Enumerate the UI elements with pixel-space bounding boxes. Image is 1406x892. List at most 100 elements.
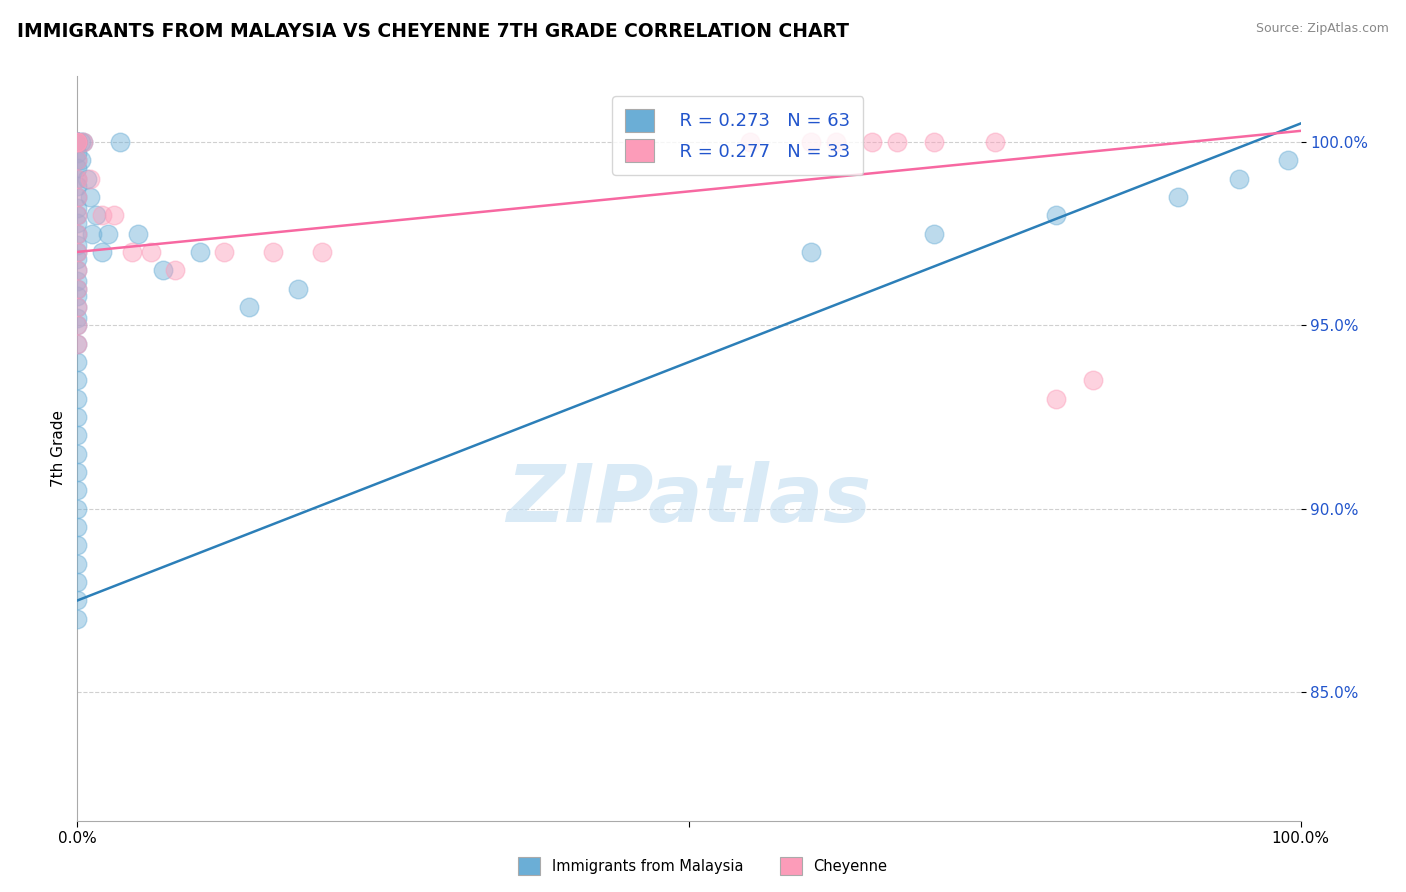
Point — [66, 135, 89, 149]
Point — [886, 135, 908, 149]
Point — [66, 465, 89, 479]
Point — [66, 447, 89, 461]
Point — [862, 135, 884, 149]
Point — [740, 135, 762, 149]
Point — [66, 135, 89, 149]
Point — [66, 135, 89, 149]
Point — [1277, 153, 1299, 168]
Point — [66, 135, 89, 149]
Point — [66, 282, 89, 296]
Text: ZIPatlas: ZIPatlas — [506, 461, 872, 540]
Text: IMMIGRANTS FROM MALAYSIA VS CHEYENNE 7TH GRADE CORRELATION CHART: IMMIGRANTS FROM MALAYSIA VS CHEYENNE 7TH… — [17, 22, 849, 41]
Point — [66, 612, 89, 626]
Point — [66, 355, 89, 369]
Point — [127, 227, 149, 241]
Point — [66, 135, 89, 149]
Point — [66, 520, 89, 534]
Point — [66, 135, 89, 149]
Point — [66, 171, 89, 186]
Point — [984, 135, 1007, 149]
Point — [922, 227, 945, 241]
Point — [66, 318, 89, 333]
Point — [66, 428, 89, 442]
Point — [66, 145, 89, 160]
Point — [66, 153, 89, 168]
Point — [1167, 190, 1189, 204]
Point — [66, 201, 89, 215]
Point — [66, 282, 89, 296]
Point — [824, 135, 846, 149]
Point — [66, 216, 89, 230]
Point — [66, 244, 89, 259]
Point — [66, 336, 89, 351]
Text: Source: ZipAtlas.com: Source: ZipAtlas.com — [1256, 22, 1389, 36]
Point — [66, 593, 89, 607]
Point — [66, 410, 89, 425]
Point — [66, 178, 89, 193]
Point — [70, 153, 93, 168]
Point — [66, 274, 89, 288]
Point — [66, 208, 89, 222]
Point — [66, 300, 89, 314]
Point — [66, 557, 89, 571]
Point — [103, 208, 125, 222]
Point — [66, 263, 89, 277]
Point — [70, 135, 93, 149]
Legend:   R = 0.273   N = 63,   R = 0.277   N = 33: R = 0.273 N = 63, R = 0.277 N = 33 — [613, 96, 863, 175]
Point — [66, 227, 89, 241]
Point — [66, 252, 89, 267]
Point — [79, 171, 101, 186]
Point — [72, 135, 94, 149]
Point — [66, 227, 89, 241]
Point — [139, 244, 162, 259]
Point — [287, 282, 309, 296]
Point — [76, 171, 98, 186]
Point — [72, 135, 94, 149]
Point — [1045, 208, 1067, 222]
Point — [66, 501, 89, 516]
Point — [66, 237, 89, 252]
Point — [121, 244, 143, 259]
Point — [1045, 392, 1067, 406]
Point — [238, 300, 260, 314]
Point — [66, 208, 89, 222]
Point — [66, 289, 89, 303]
Point — [108, 135, 131, 149]
Point — [66, 392, 89, 406]
Point — [90, 208, 112, 222]
Point — [262, 244, 284, 259]
Point — [66, 190, 89, 204]
Point — [84, 208, 107, 222]
Legend: Immigrants from Malaysia, Cheyenne: Immigrants from Malaysia, Cheyenne — [519, 857, 887, 875]
Point — [66, 135, 89, 149]
Point — [66, 171, 89, 186]
Point — [800, 244, 823, 259]
Point — [66, 161, 89, 175]
Point — [90, 244, 112, 259]
Point — [66, 263, 89, 277]
Point — [1229, 171, 1251, 186]
Point — [66, 318, 89, 333]
Point — [66, 153, 89, 168]
Point — [212, 244, 235, 259]
Point — [800, 135, 823, 149]
Point — [66, 310, 89, 325]
Point — [66, 135, 89, 149]
Point — [188, 244, 211, 259]
Point — [66, 483, 89, 498]
Point — [66, 135, 89, 149]
Point — [311, 244, 333, 259]
Y-axis label: 7th Grade: 7th Grade — [51, 409, 66, 487]
Point — [922, 135, 945, 149]
Point — [66, 300, 89, 314]
Point — [66, 575, 89, 590]
Point — [79, 190, 101, 204]
Point — [66, 190, 89, 204]
Point — [1081, 373, 1104, 387]
Point — [66, 336, 89, 351]
Point — [66, 539, 89, 553]
Point — [80, 227, 103, 241]
Point — [165, 263, 187, 277]
Point — [66, 244, 89, 259]
Point — [152, 263, 174, 277]
